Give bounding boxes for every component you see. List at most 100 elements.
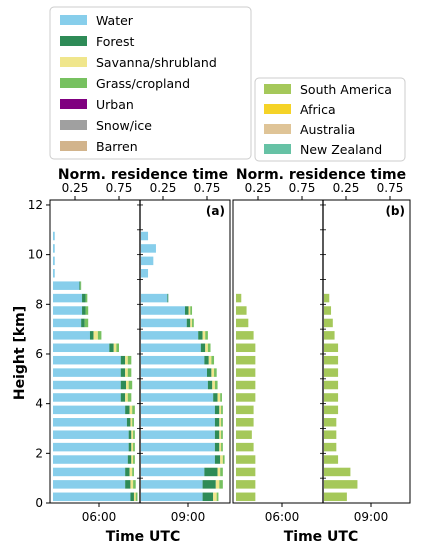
bar-p1-c1-h10-s0 — [324, 368, 339, 377]
bar-p0-c1-h14-s1 — [186, 318, 191, 328]
bar-p1-c0-h9-s0 — [236, 380, 256, 390]
y-tick-label-3: 6 — [35, 347, 43, 361]
bar-p0-c0-h14-s0 — [53, 318, 82, 328]
bar-p0-c0-h16-s3 — [85, 293, 88, 303]
bar-p1-c1-h2-s0 — [324, 467, 351, 477]
bar-p0-c1-h5-s3 — [221, 430, 223, 439]
bar-p0-c1-h12-s2 — [205, 343, 208, 353]
bar-p0-c1-h12-s0 — [141, 343, 201, 353]
bar-p0-c1-h14-s0 — [141, 318, 187, 328]
bar-p0-c1-h10-s0 — [141, 368, 207, 377]
legend-label-p0-1: Forest — [96, 34, 134, 49]
bar-p0-c0-h15-s3 — [85, 306, 89, 315]
bar-p0-c0-h17-s1 — [79, 281, 81, 290]
bar-p0-c0-h19-s0 — [53, 256, 55, 266]
bar-p0-c1-h10-s1 — [207, 368, 212, 377]
top-axis-label-b: Norm. residence time — [236, 167, 406, 183]
bar-p0-c1-h12-s1 — [200, 343, 206, 353]
legend-label-p0-4: Urban — [96, 97, 134, 112]
bar-p1-c0-h11-s0 — [236, 355, 256, 365]
bar-p1-c0-h0-s0 — [236, 492, 256, 502]
bar-p1-c1-h15-s0 — [324, 306, 332, 315]
bar-p1-c0-h16-s0 — [236, 293, 242, 303]
legend-swatch-p1-2 — [264, 124, 291, 134]
legend-label-p0-0: Water — [96, 13, 134, 28]
bar-p0-c1-h9-s1 — [207, 380, 213, 390]
bar-p0-c0-h6-s1 — [126, 418, 131, 427]
bar-p0-c0-h13-s0 — [53, 331, 90, 340]
bar-p0-c0-h8-s2 — [125, 393, 128, 402]
bar-p1-c0-h8-s0 — [236, 393, 256, 402]
x-axis-label-a: Time UTC — [106, 529, 181, 545]
bar-p1-c1-h16-s0 — [324, 293, 330, 303]
legend-swatch-p0-4 — [60, 99, 87, 109]
bar-p0-c0-h10-s1 — [120, 368, 126, 377]
bar-p0-c1-h9-s3 — [214, 380, 218, 390]
bar-p0-c0-h0-s2 — [133, 492, 136, 502]
top-tick-label-p0-c0-1: 0.75 — [106, 181, 133, 195]
bar-p0-c1-h0-s1 — [202, 492, 214, 502]
bar-p0-c1-h8-s3 — [220, 393, 222, 402]
bar-p0-c1-h2-s1 — [204, 467, 218, 477]
bar-p1-c1-h5-s0 — [324, 430, 337, 439]
bar-p0-c1-h6-s3 — [221, 418, 223, 427]
bar-p0-c1-h11-s0 — [141, 355, 205, 365]
bar-p1-c0-h12-s0 — [236, 343, 256, 353]
bar-p0-c1-h0-s0 — [141, 492, 203, 502]
bar-p0-c0-h5-s3 — [133, 430, 135, 439]
bar-p0-c1-h9-s0 — [141, 380, 208, 390]
panel-label-0: (a) — [206, 204, 225, 218]
bar-p0-c1-h13-s1 — [198, 331, 203, 340]
top-tick-label-p1-c0-1: 0.75 — [289, 181, 316, 195]
bar-p0-c0-h20-s0 — [53, 244, 55, 253]
bar-p0-c1-h10-s2 — [211, 368, 215, 377]
bar-p0-c1-h8-s1 — [213, 393, 218, 402]
legend-label-p1-0: South America — [300, 82, 392, 97]
bar-p0-c1-h0-s3 — [216, 492, 219, 502]
bar-p0-c0-h9-s0 — [53, 380, 121, 390]
bar-p0-c0-h3-s0 — [53, 455, 128, 464]
bar-p0-c1-h6-s1 — [214, 418, 220, 427]
bar-p0-c0-h2-s2 — [129, 467, 133, 477]
bar-p0-c1-h11-s1 — [204, 355, 209, 365]
bar-p0-c1-h20-s0 — [141, 244, 156, 253]
bar-p0-c1-h3-s3 — [222, 455, 225, 464]
bar-p0-c1-h1-s0 — [141, 480, 203, 489]
legend-label-p0-3: Grass/cropland — [96, 76, 190, 91]
bar-p1-c1-h8-s0 — [324, 393, 339, 402]
bar-p0-c1-h3-s1 — [214, 455, 221, 464]
bar-p0-c0-h12-s1 — [109, 343, 114, 353]
bar-p0-c0-h8-s0 — [53, 393, 121, 402]
bar-p1-c0-h1-s0 — [236, 480, 256, 489]
bar-p0-c0-h11-s0 — [53, 355, 121, 365]
bar-p0-c0-h4-s2 — [131, 442, 134, 452]
bar-p0-c1-h15-s1 — [185, 306, 189, 315]
bar-p0-c0-h12-s3 — [116, 343, 119, 353]
legend-swatch-p1-0 — [264, 84, 291, 94]
y-tick-label-4: 8 — [35, 297, 43, 311]
bar-p0-c1-h4-s1 — [214, 442, 220, 452]
panel-0: 0.25 0.75 06:00 0.25 0.75 09:00 (a) — [49, 181, 231, 524]
bar-p0-c1-h9-s2 — [212, 380, 215, 390]
time-tick-label-p0-0: 06:00 — [82, 510, 117, 524]
bar-p0-c0-h1-s1 — [125, 480, 131, 489]
bar-p0-c1-h1-s3 — [219, 480, 223, 489]
bar-p0-c0-h9-s3 — [128, 380, 133, 390]
bar-p1-c0-h13-s0 — [236, 331, 254, 340]
bar-p0-c1-h5-s0 — [141, 430, 215, 439]
bar-p0-c0-h4-s3 — [133, 442, 135, 452]
bar-p0-c1-h21-s0 — [141, 231, 149, 241]
bar-p0-c0-h11-s3 — [127, 355, 132, 365]
bar-p0-c0-h9-s1 — [120, 380, 127, 390]
bar-p0-c1-h11-s3 — [211, 355, 215, 365]
bar-p0-c1-h7-s1 — [214, 405, 220, 415]
top-axis-label-a: Norm. residence time — [58, 167, 228, 183]
bar-p0-c0-h14-s1 — [81, 318, 85, 328]
bar-p0-c0-h10-s0 — [53, 368, 121, 377]
panel-1: 0.25 0.75 06:00 0.25 0.75 09:00 (b) — [232, 181, 411, 524]
bar-p1-c0-h7-s0 — [236, 405, 254, 415]
bar-p0-c0-h14-s3 — [84, 318, 89, 328]
legend-label-p1-1: Africa — [300, 102, 336, 117]
bar-p0-c0-h15-s0 — [53, 306, 83, 315]
bar-p0-c0-h3-s2 — [131, 455, 134, 464]
